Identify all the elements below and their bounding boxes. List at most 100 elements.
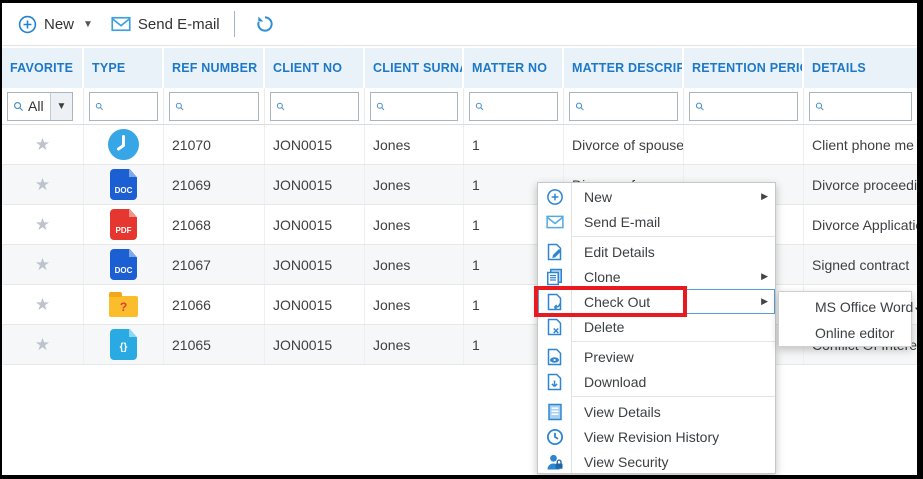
submenu-arrow-icon: ▶: [761, 271, 768, 281]
menu-item-edit-details[interactable]: Edit Details: [538, 239, 775, 264]
favorite-filter-dropdown-button[interactable]: ▼: [50, 92, 72, 120]
column-header-retention-period[interactable]: RETENTION PERIOD: [684, 46, 804, 88]
matter-no-filter-input[interactable]: [488, 92, 557, 120]
menu-item-label: New: [584, 188, 613, 205]
star-icon[interactable]: ★: [34, 294, 51, 314]
table-row[interactable]: ★ DOC 21067 JON0015 Jones 1 Signed contr…: [2, 245, 917, 285]
ref-number-filter-input[interactable]: [188, 92, 258, 120]
new-button[interactable]: New ▼: [12, 11, 99, 38]
column-header-favorite[interactable]: FAVORITE: [2, 46, 84, 88]
retention-period-cell: [684, 245, 804, 284]
column-header-details[interactable]: DETAILS: [804, 46, 917, 88]
check-out-submenu: MS Office Word Online editor: [778, 291, 914, 347]
menu-item-send-email[interactable]: Send E-mail: [538, 209, 775, 234]
dropdown-caret-icon[interactable]: ▼: [83, 18, 93, 30]
table-row[interactable]: ★ PDF 21068 JON0015 Jones 1 Divorce Appl…: [2, 205, 917, 245]
details-filter: [804, 88, 917, 124]
search-icon: [376, 102, 385, 110]
column-header-matter-descrip[interactable]: MATTER DESCRIP...: [564, 46, 684, 88]
menu-item-label: Edit Details: [584, 243, 655, 260]
ref-number-cell: 21065: [164, 325, 265, 364]
menu-item-view-details[interactable]: View Details: [538, 399, 775, 424]
send-email-button[interactable]: Send E-mail: [105, 12, 226, 37]
menu-item-preview[interactable]: Preview: [538, 344, 775, 369]
column-header-ref-number[interactable]: REF NUMBER: [164, 46, 265, 88]
type-cell: {}: [84, 325, 164, 364]
client-surname-cell: Jones: [365, 325, 464, 364]
matter-no-cell: 1: [464, 125, 564, 164]
retention-period-cell: [684, 165, 804, 204]
details-cell: Divorce Applicatio: [812, 216, 917, 233]
details-cell: Signed contract: [812, 256, 910, 273]
column-header-matter-no[interactable]: MATTER NO: [464, 46, 564, 88]
preview-icon: [547, 348, 562, 365]
star-icon[interactable]: ★: [34, 254, 51, 274]
matter-descrip-filter-input[interactable]: [588, 92, 677, 120]
client-no-cell: JON0015: [265, 245, 365, 284]
matter-descrip-filter: [564, 88, 684, 124]
history-clock-icon: [546, 428, 563, 445]
search-icon: [14, 101, 24, 111]
circle-plus-icon: [18, 15, 37, 33]
folder-question-icon: ?: [109, 292, 138, 317]
star-icon[interactable]: ★: [34, 334, 51, 354]
retention-period-cell: [684, 205, 804, 244]
menu-item-clone[interactable]: Clone ▶: [538, 264, 775, 289]
favorite-filter: All ▼: [2, 88, 84, 124]
ref-number-cell: 21070: [164, 125, 265, 164]
clone-icon: [547, 268, 562, 285]
column-header-client-no[interactable]: CLIENT NO: [265, 46, 365, 88]
submenu-item-online-editor[interactable]: Online editor: [815, 325, 895, 341]
client-no-filter-input[interactable]: [289, 92, 358, 120]
details-cell: J: [804, 285, 917, 324]
client-no-filter: [265, 88, 365, 124]
envelope-icon: [545, 215, 564, 228]
pdf-file-icon: PDF: [110, 209, 137, 240]
star-icon[interactable]: ★: [34, 174, 51, 194]
type-cell: PDF: [84, 205, 164, 244]
refresh-button[interactable]: [249, 10, 281, 38]
doc-file-icon: DOC: [110, 249, 137, 280]
table-row[interactable]: ★ DOC 21069 JON0015 Jones 1 Divorce of s…: [2, 165, 917, 205]
details-cell: Divorce proceedin: [812, 176, 917, 193]
details-filter-input[interactable]: [828, 92, 911, 120]
client-no-cell: JON0015: [265, 205, 365, 244]
table-row[interactable]: ★ 21070 JON0015 Jones 1 Divorce of spous…: [2, 125, 917, 165]
ref-number-cell: 21067: [164, 245, 265, 284]
favorite-cell: ★: [2, 205, 84, 244]
client-surname-filter-input[interactable]: [389, 92, 457, 120]
retention-period-cell: [684, 125, 804, 164]
menu-item-label: View Revision History: [584, 428, 720, 445]
retention-period-filter-input[interactable]: [708, 92, 797, 120]
menu-item-view-security[interactable]: View Security: [538, 449, 775, 474]
submenu-arrow-icon: ▶: [761, 191, 768, 201]
menu-separator: [538, 339, 775, 344]
view-details-icon: [547, 403, 562, 420]
client-no-cell: JON0015: [265, 125, 365, 164]
delete-document-icon: [547, 318, 562, 335]
search-icon: [695, 102, 704, 110]
star-icon[interactable]: ★: [34, 214, 51, 234]
star-icon[interactable]: ★: [34, 134, 51, 154]
menu-item-label: Check Out: [584, 293, 651, 310]
submenu-item-ms-office-word[interactable]: MS Office Word: [815, 299, 914, 315]
menu-item-label: Send E-mail: [584, 213, 661, 230]
menu-item-new[interactable]: New ▶: [538, 184, 775, 209]
type-cell: DOC: [84, 245, 164, 284]
document-grid-window: New ▼ Send E-mail FAVORITE TYPE REF NUMB…: [2, 3, 917, 475]
menu-item-label: Clone: [584, 268, 621, 285]
documents-table: FAVORITE TYPE REF NUMBER CLIENT NO CLIEN…: [2, 46, 917, 365]
column-header-client-surname[interactable]: CLIENT SURNA...: [365, 46, 464, 88]
menu-item-check-out[interactable]: Check Out ▶: [538, 289, 775, 314]
matter-no-filter: [464, 88, 564, 124]
table-header-row: FAVORITE TYPE REF NUMBER CLIENT NO CLIEN…: [2, 46, 917, 88]
menu-item-delete[interactable]: Delete: [538, 314, 775, 339]
menu-item-view-revision-history[interactable]: View Revision History: [538, 424, 775, 449]
ref-number-cell: 21068: [164, 205, 265, 244]
favorite-filter-value[interactable]: All: [8, 93, 50, 120]
type-filter: [84, 88, 164, 124]
type-filter-input[interactable]: [107, 92, 157, 120]
column-header-type[interactable]: TYPE: [84, 46, 164, 88]
menu-item-download[interactable]: Download: [538, 369, 775, 394]
search-icon: [815, 102, 824, 110]
